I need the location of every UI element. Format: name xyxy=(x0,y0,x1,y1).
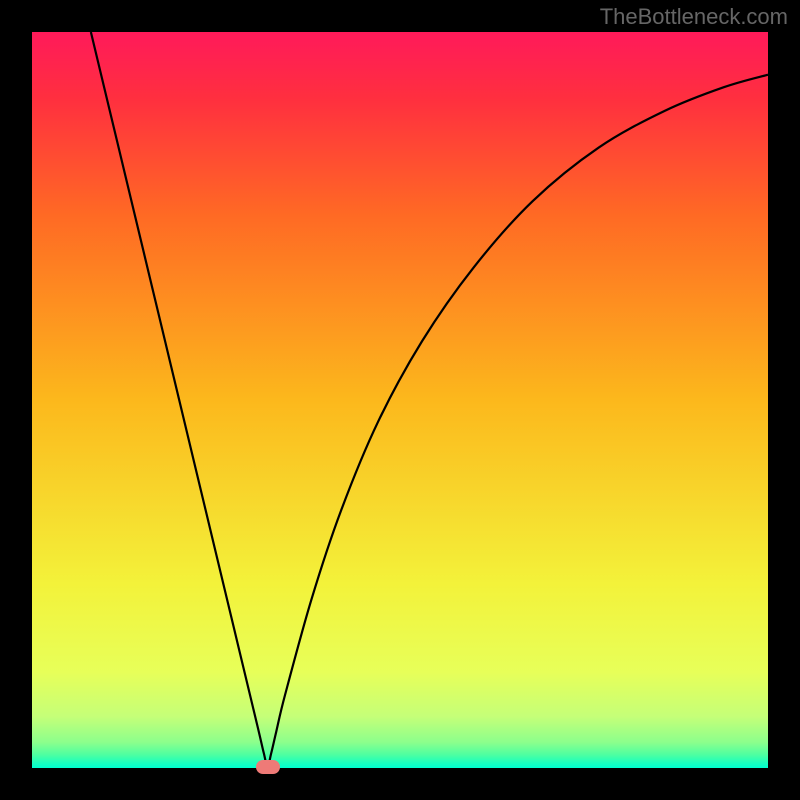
minimum-marker xyxy=(256,760,280,774)
watermark-text: TheBottleneck.com xyxy=(600,4,788,30)
bottleneck-curve xyxy=(32,32,768,768)
chart-plot-area xyxy=(32,32,768,768)
